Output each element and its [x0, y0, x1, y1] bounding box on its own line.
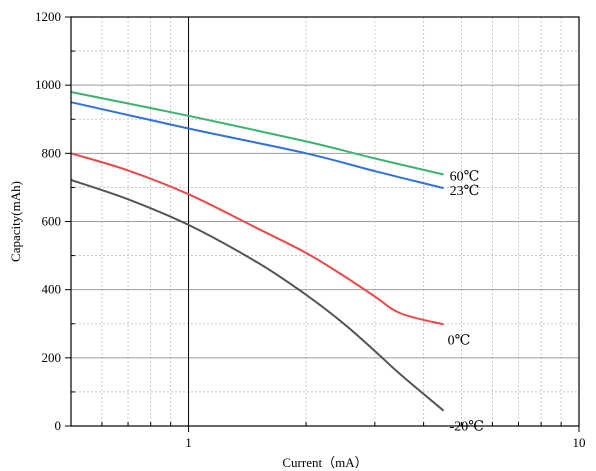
y-tick-label: 1200 — [35, 9, 61, 24]
series-line — [70, 91, 444, 176]
y-tick-label: 1000 — [35, 77, 61, 92]
y-tick-label: 400 — [42, 282, 62, 297]
series-line — [70, 152, 444, 326]
y-tick-label: 200 — [42, 350, 62, 365]
y-tick-label: 800 — [42, 145, 62, 160]
series-line — [70, 178, 445, 412]
x-axis-title: Current（mA） — [282, 455, 367, 470]
series-labels: 60℃23℃ 0℃ -20℃ — [448, 169, 484, 434]
axis-ticks — [65, 16, 580, 432]
y-tick-label: 0 — [55, 418, 62, 433]
y-axis-title: Capacity(mAh) — [8, 181, 23, 262]
major-grid — [71, 17, 579, 426]
series-label: 60℃ — [450, 169, 480, 184]
x-tick-label: 10 — [573, 435, 586, 450]
x-tick-label: 1 — [185, 435, 192, 450]
series-lines — [70, 91, 445, 412]
y-tick-label: 600 — [42, 214, 62, 229]
series-label: 0℃ — [448, 333, 471, 348]
series-label: 23℃ — [450, 184, 480, 199]
series-label: -20℃ — [450, 420, 484, 435]
series-line — [70, 101, 444, 190]
tick-labels: 0 200 400 600 800 1000 1200 1 10 — [35, 9, 586, 450]
